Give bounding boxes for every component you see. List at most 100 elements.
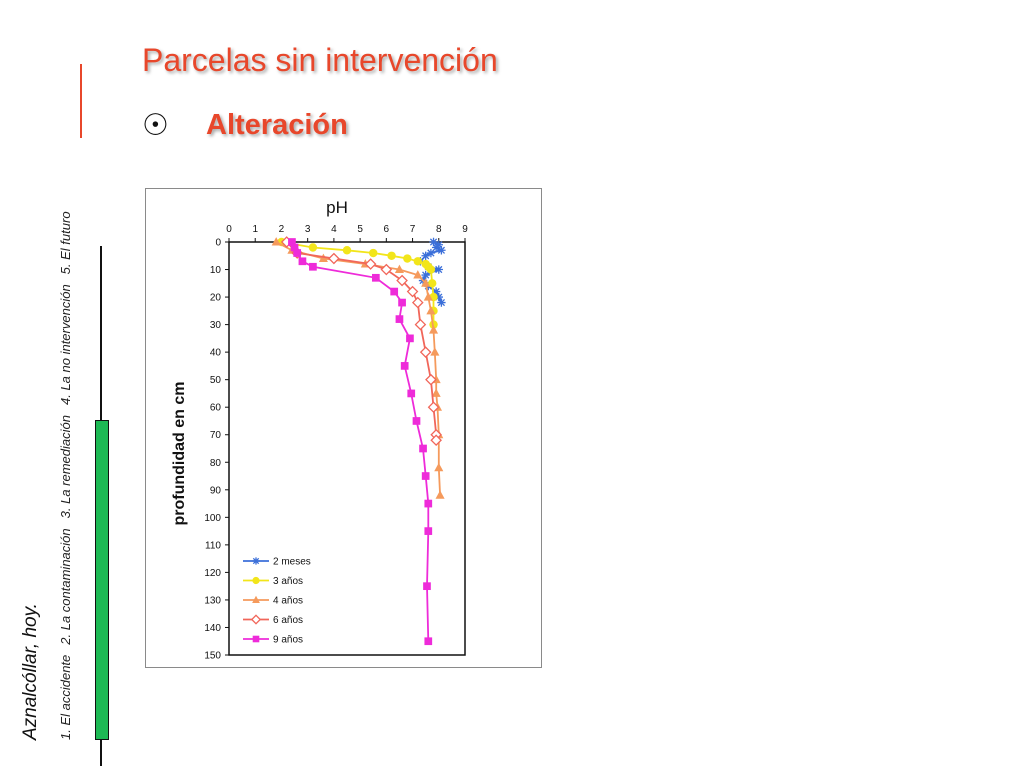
data-point <box>431 287 441 296</box>
chart-canvas: 0 1 2 3 4 5 6 7 8 9010203040506070809010011012013… <box>171 198 468 662</box>
data-point <box>423 292 433 301</box>
data-point <box>429 237 438 247</box>
data-point <box>390 287 399 296</box>
presentation-title: Aznalcóllar, hoy. <box>20 603 41 740</box>
data-point <box>252 595 260 603</box>
y-axis-label: profundidad en cm <box>171 382 188 526</box>
bullet-text: Alteración <box>206 109 348 141</box>
nav-item-remediacion[interactable]: 3. La remediación <box>58 415 73 519</box>
data-point <box>414 318 427 331</box>
accent-divider-line <box>80 64 82 138</box>
data-point <box>424 527 433 535</box>
x-tick-label: 4 <box>331 224 337 235</box>
sun-bullet-icon: ☉ <box>142 109 169 142</box>
data-point <box>398 298 406 307</box>
data-point <box>435 490 445 499</box>
legend-label: 9 años <box>273 635 303 646</box>
data-point <box>271 237 281 246</box>
x-tick-label: 8 <box>436 224 442 235</box>
data-point <box>407 389 416 398</box>
x-tick-label: 9 <box>462 224 468 235</box>
y-tick-label: 150 <box>204 651 221 662</box>
data-point <box>411 296 424 309</box>
data-point <box>403 254 412 263</box>
y-tick-label: 0 <box>215 238 221 249</box>
y-tick-label: 20 <box>210 293 222 304</box>
data-point <box>428 325 439 334</box>
page-title: Parcelas sin intervención <box>142 42 498 78</box>
data-point <box>426 305 436 315</box>
nav-item-futuro[interactable]: 5. El futuro <box>58 211 73 275</box>
data-point <box>369 248 378 258</box>
legend-label: 4 años <box>273 596 303 607</box>
data-point <box>380 263 393 276</box>
data-point <box>309 262 317 271</box>
y-tick-label: 130 <box>204 595 221 606</box>
legend-label: 3 años <box>273 576 303 587</box>
data-point <box>434 462 444 472</box>
data-point <box>423 582 431 591</box>
data-point <box>434 292 443 302</box>
nav-item-accidente[interactable]: 1. El accidente <box>58 654 73 740</box>
data-point <box>413 257 422 266</box>
data-point <box>406 334 414 343</box>
data-point <box>396 274 408 287</box>
data-point <box>437 246 446 255</box>
data-point <box>430 347 440 356</box>
chart-title: pH <box>326 198 348 217</box>
y-tick-label: 100 <box>204 513 221 524</box>
ph-depth-chart: 0 1 2 3 4 5 6 7 8 9 0 10 20 30 40 50 60 70 80 90 100 110 120 13… <box>145 188 542 668</box>
x-tick-label: 1 <box>252 224 258 235</box>
data-point <box>293 249 302 257</box>
data-point <box>421 472 430 480</box>
y-tick-label: 80 <box>210 458 222 469</box>
section-list: 1. El accidente 2. La contaminación 3. L… <box>58 211 73 740</box>
data-point <box>413 270 423 279</box>
data-point <box>288 238 296 246</box>
data-point <box>394 264 404 274</box>
data-point <box>252 635 260 643</box>
data-point <box>427 401 440 414</box>
bullet-item: ☉ Alteración <box>142 108 348 143</box>
data-point <box>412 417 421 425</box>
data-point <box>437 298 446 307</box>
data-point <box>342 246 352 255</box>
x-tick-label: 2 <box>279 224 285 235</box>
y-tick-label: 30 <box>210 320 222 331</box>
data-point <box>406 285 419 298</box>
data-point <box>328 252 340 265</box>
y-tick-label: 110 <box>205 540 221 551</box>
y-tick-label: 90 <box>210 485 222 496</box>
data-point <box>298 257 307 266</box>
x-tick-label: 5 <box>357 224 363 235</box>
data-point <box>431 388 441 397</box>
x-tick-label: 7 <box>410 224 416 235</box>
data-point <box>250 614 262 625</box>
y-tick-label: 140 <box>204 623 221 634</box>
data-point <box>430 434 442 447</box>
y-tick-label: 70 <box>210 430 222 441</box>
data-point <box>428 279 437 288</box>
x-tick-label: 6 <box>384 224 390 235</box>
data-point <box>371 273 380 282</box>
y-tick-label: 60 <box>210 403 222 414</box>
data-point <box>421 251 430 260</box>
data-point <box>434 265 443 274</box>
nav-item-contaminacion[interactable]: 2. La contaminación <box>58 528 73 645</box>
y-tick-label: 10 <box>210 265 222 276</box>
x-tick-label: 0 <box>226 224 232 235</box>
active-section-indicator <box>95 420 109 740</box>
data-point <box>400 362 409 370</box>
data-point <box>395 315 404 323</box>
data-point <box>252 576 260 585</box>
data-point <box>426 248 436 258</box>
data-point <box>424 637 433 646</box>
x-tick-label: 3 <box>305 224 311 235</box>
data-point <box>421 278 431 287</box>
data-point <box>290 243 299 252</box>
data-point <box>431 243 441 252</box>
y-tick-label: 40 <box>210 348 222 359</box>
y-tick-label: 50 <box>210 375 222 386</box>
nav-item-no-intervencion[interactable]: 4. La no intervención <box>58 284 73 406</box>
data-point <box>425 373 437 386</box>
